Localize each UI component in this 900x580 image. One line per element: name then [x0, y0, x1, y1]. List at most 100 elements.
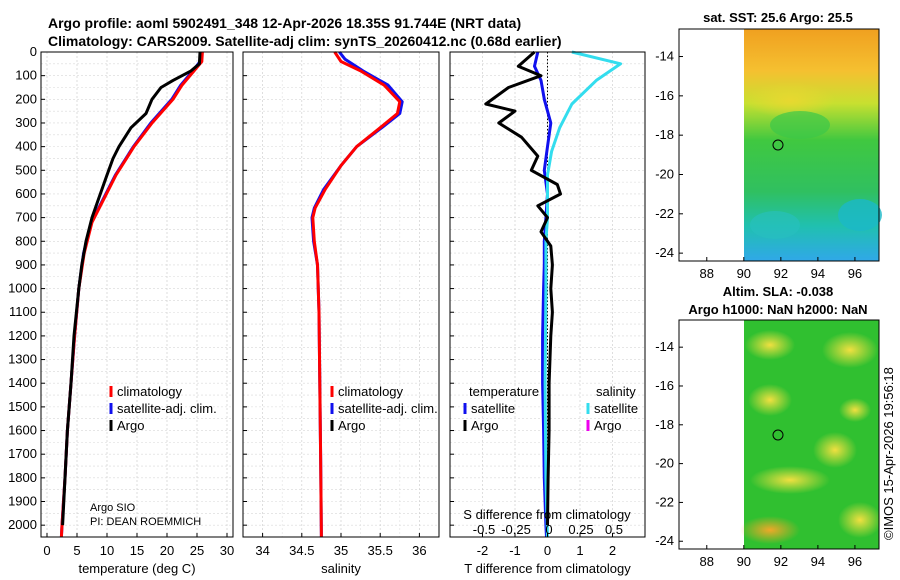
legend-t-argo: Argo — [471, 418, 498, 433]
x-tick-label: 34.5 — [289, 543, 314, 558]
map-y-tick-label: -22 — [655, 206, 674, 221]
temperature-panel: 0 5 10 15 20 25 30 temperature (deg C) 0 100 200 30… — [8, 44, 234, 576]
figure-title-line1: Argo profile: aoml 5902491_348 12-Apr-20… — [48, 15, 521, 31]
map-y-tick-label: -24 — [655, 533, 674, 548]
series-s-satellite — [543, 50, 623, 538]
y-tick-label: 1700 — [8, 446, 37, 461]
s-diff-ticks: -0.5 -0.25 0 0.25 0.5 — [473, 522, 623, 537]
map-x-tick-label: 92 — [774, 554, 788, 569]
series-climatology — [311, 51, 402, 538]
y-tick-label: 600 — [15, 186, 37, 201]
y-tick-label: 400 — [15, 139, 37, 154]
map-x-tick-label: 94 — [811, 266, 825, 281]
s-tick: -0.5 — [473, 522, 495, 537]
x-tick-label: 30 — [220, 543, 234, 558]
legend-argo: Argo — [117, 418, 144, 433]
legend-temperature-title: temperature — [469, 384, 539, 399]
legend-t-satellite: satellite — [471, 401, 515, 416]
float-label: Argo SIO — [90, 502, 136, 514]
s-tick: 0.25 — [568, 522, 593, 537]
float-position-marker — [772, 139, 784, 151]
s-tick: 0.5 — [605, 522, 623, 537]
sla-map-title2: Argo h1000: NaN h2000: NaN — [688, 302, 867, 317]
y-tick-label: 200 — [15, 91, 37, 106]
sla-high-patch — [750, 466, 830, 494]
sst-green-patch — [770, 111, 830, 139]
sst-map-title: sat. SST: 25.6 Argo: 25.5 — [703, 10, 853, 25]
x-tick-label: 15 — [130, 543, 144, 558]
sla-map — [678, 319, 882, 550]
legend-s-satellite: satellite — [594, 401, 638, 416]
pi-label: PI: DEAN ROEMMICH — [90, 516, 201, 528]
map-x-tick-label: 96 — [848, 554, 862, 569]
y-tick-label: 700 — [15, 210, 37, 225]
x-tick-label: 5 — [73, 543, 80, 558]
x-tick-label: -1 — [509, 543, 521, 558]
s-tick: -0.25 — [501, 522, 531, 537]
legend-s-argo: Argo — [594, 418, 621, 433]
s-tick: 0 — [545, 522, 552, 537]
figure-title-line2: Climatology: CARS2009. Satellite-adj cli… — [48, 33, 562, 49]
series-t-argo — [484, 50, 562, 526]
sst-cool-patch — [750, 211, 800, 239]
sst-cool-patch — [838, 199, 882, 231]
map-y-tick-label: -20 — [655, 456, 674, 471]
legend-satellite: satellite-adj. clim. — [117, 401, 217, 416]
series-t-satellite — [533, 51, 553, 538]
float-position-marker — [772, 429, 784, 441]
y-tick-label: 1900 — [8, 494, 37, 509]
difference-panel: -2 -1 0 1 2 T difference from climatology — [449, 50, 646, 576]
legend-salinity-title: salinity — [596, 384, 636, 399]
difference-legend: temperature satellite Argo salinity sate… — [463, 384, 638, 433]
y-tick-label: 1400 — [8, 375, 37, 390]
legend-argo: Argo — [338, 418, 365, 433]
y-tick-label: 300 — [15, 115, 37, 130]
series-climatology — [59, 51, 204, 538]
sst-map — [678, 28, 882, 262]
map-x-tick-label: 92 — [774, 266, 788, 281]
series-argo — [61, 51, 202, 526]
map-y-tick-label: -24 — [655, 245, 674, 260]
sla-map-title1: Altim. SLA: -0.038 — [723, 284, 834, 299]
sla-high-patch — [745, 330, 795, 360]
y-tick-label: 1200 — [8, 328, 37, 343]
y-tick-label: 2000 — [8, 517, 37, 532]
map-y-tick-label: -16 — [655, 88, 674, 103]
sla-high-patch — [813, 432, 857, 468]
salinity-panel: 34 34.5 35 35.5 36 salinity — [242, 51, 440, 576]
y-tick-label: 100 — [15, 68, 37, 83]
x-tick-label: 20 — [160, 543, 174, 558]
x-tick-label: 0 — [43, 543, 50, 558]
map-y-tick-label: -14 — [655, 339, 674, 354]
sla-max-patch — [740, 516, 800, 544]
sst-warm-patch — [745, 82, 835, 118]
legend-climatology: climatology — [338, 384, 404, 399]
sla-high-patch — [822, 332, 878, 368]
sst-map-axes: -14 -16 -18 -20 -22 -24 88 90 92 94 96 — [655, 49, 862, 281]
y-tick-label: 500 — [15, 162, 37, 177]
map-y-tick-label: -14 — [655, 49, 674, 64]
map-x-tick-label: 88 — [700, 266, 714, 281]
legend-satellite: satellite-adj. clim. — [338, 401, 438, 416]
timestamp: ©IMOS 15-Apr-2026 19:56:18 — [881, 367, 896, 540]
sla-map-border — [678, 319, 880, 550]
series-satellite-adj-clim — [310, 51, 404, 538]
s-diff-axis-label: S difference from climatology — [463, 507, 631, 522]
y-tick-label: 1800 — [8, 470, 37, 485]
series-satellite-adj-clim — [59, 51, 203, 538]
y-tick-label: 1300 — [8, 352, 37, 367]
map-x-tick-label: 96 — [848, 266, 862, 281]
sla-high-patch — [838, 502, 882, 538]
salinity-legend: climatology satellite-adj. clim. Argo — [330, 384, 438, 433]
x-tick-label: 10 — [100, 543, 114, 558]
x-tick-label: 36 — [412, 543, 426, 558]
sla-high-patch — [839, 398, 871, 422]
x-tick-label: 1 — [576, 543, 583, 558]
y-tick-label: 1600 — [8, 423, 37, 438]
y-tick-label: 900 — [15, 257, 37, 272]
map-x-tick-label: 90 — [737, 266, 751, 281]
sla-high-patch — [748, 384, 792, 416]
x-tick-label: 34 — [255, 543, 269, 558]
sst-map-border — [678, 28, 880, 262]
